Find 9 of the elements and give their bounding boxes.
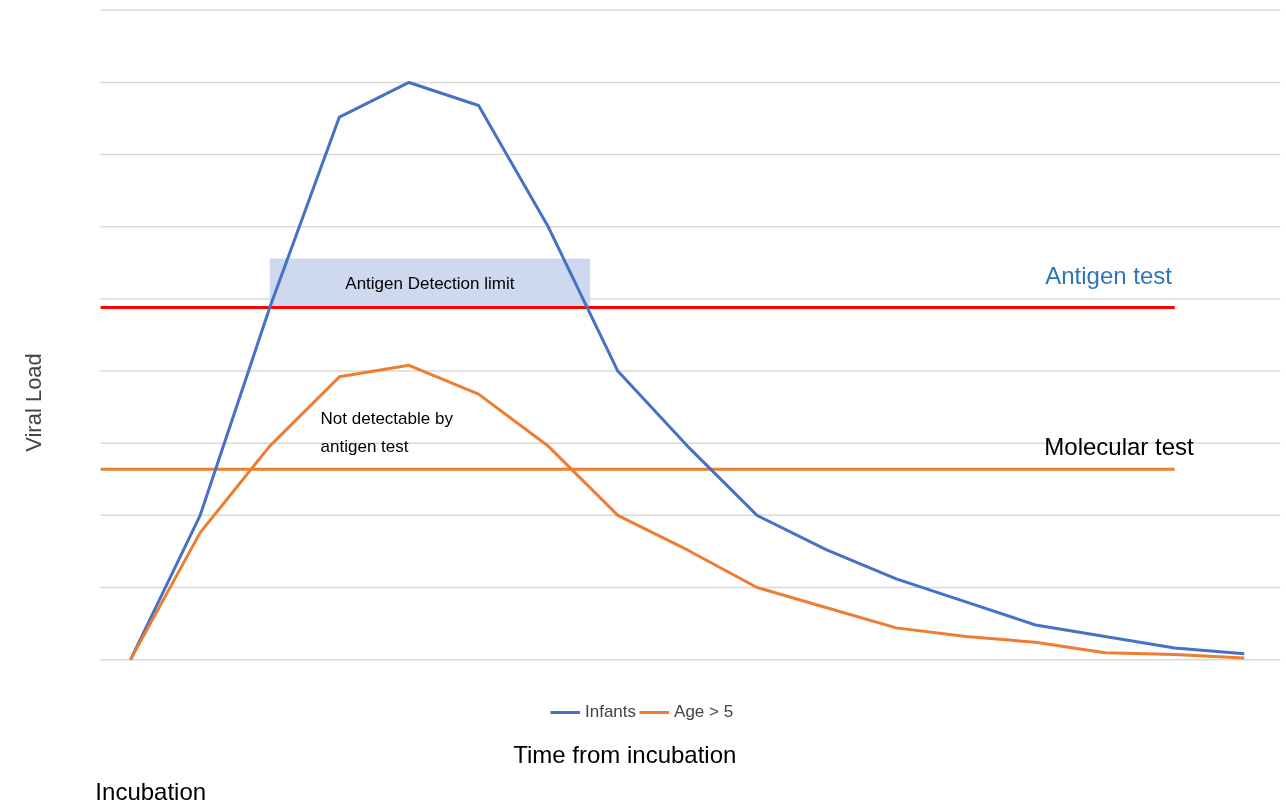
annotation: Not detectable by antigen test bbox=[320, 408, 454, 457]
legend-label: Infants bbox=[585, 702, 637, 722]
y-axis-title: Viral Load bbox=[20, 353, 46, 452]
x-axis-title: Time from incubation bbox=[513, 741, 737, 769]
text: Incubation bbox=[95, 777, 207, 804]
band-label: Antigen Detection limit bbox=[345, 273, 515, 293]
ref-line-label: Molecular test bbox=[1044, 432, 1195, 460]
ref-line-label: Antigen test bbox=[1045, 262, 1173, 290]
legend-label: Age > 5 bbox=[674, 702, 734, 722]
